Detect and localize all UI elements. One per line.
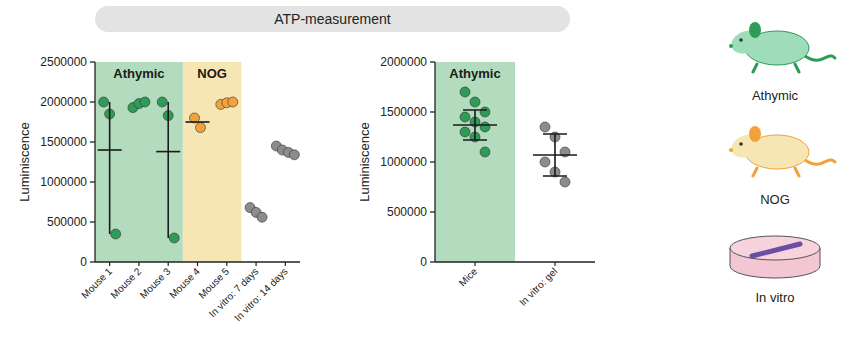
- petri-dish-icon: [730, 236, 820, 278]
- data-point: [228, 97, 238, 107]
- data-point: [480, 147, 490, 157]
- y-tick: [90, 141, 95, 142]
- x-tick: [168, 262, 169, 266]
- y-tick: [430, 261, 435, 262]
- x-tick: [474, 262, 475, 266]
- data-marks: [453, 87, 577, 187]
- mouse-nose: [729, 44, 733, 48]
- header-title: ATP-measurement: [274, 11, 391, 27]
- mouse-tail: [805, 160, 835, 164]
- x-tick-label: Mice: [457, 265, 480, 288]
- data-point: [140, 97, 150, 107]
- error-bar: [167, 102, 169, 238]
- x-tick: [226, 262, 227, 266]
- y-tick-label: 2500000: [40, 55, 87, 69]
- x-tick-label: Mouse 2: [108, 265, 143, 300]
- region-label: Athymic: [449, 66, 500, 81]
- data-point: [460, 87, 470, 97]
- error-bar: [109, 102, 111, 234]
- data-point: [99, 97, 109, 107]
- region-shade: [183, 62, 242, 262]
- error-bar: [543, 134, 567, 176]
- dish-top: [730, 236, 820, 260]
- region-shade: [95, 62, 183, 262]
- x-tick-label: In vitro: 7 days: [207, 266, 261, 320]
- y-tick-label: 1500000: [380, 105, 427, 119]
- data-point: [470, 97, 480, 107]
- mouse-tail: [805, 56, 835, 60]
- y-tick: [430, 161, 435, 162]
- mouse-eye: [739, 142, 743, 146]
- mouse-eye: [739, 38, 743, 42]
- mean-line: [186, 121, 210, 123]
- y-tick-label: 500000: [47, 215, 87, 229]
- x-tick-label: In vitro: 14 days: [232, 266, 290, 324]
- x-tick-label: Mouse 1: [79, 265, 114, 300]
- x-tick: [554, 262, 555, 266]
- y-tick-label: 2000000: [40, 95, 87, 109]
- data-point: [169, 233, 179, 243]
- data-point: [480, 107, 490, 117]
- x-tick-label: Mouse 3: [138, 265, 173, 300]
- region-shade: [435, 62, 515, 262]
- y-tick-label: 1000000: [380, 155, 427, 169]
- mouse-ear: [749, 22, 761, 38]
- x-tick-label: In vitro: gel: [517, 266, 559, 308]
- y-tick: [90, 61, 95, 62]
- x-tick: [109, 262, 110, 266]
- panel: Athymic NOG 0 500000 1000000 1500000 2000000 25…: [17, 55, 300, 323]
- x-tick: [285, 262, 286, 266]
- y-axis-title: Luminiscence: [17, 122, 32, 202]
- y-tick: [430, 61, 435, 62]
- data-point: [540, 122, 550, 132]
- y-tick-label: 0: [420, 255, 427, 269]
- y-tick-label: 2000000: [380, 55, 427, 69]
- data-point: [257, 212, 267, 222]
- data-point: [289, 150, 299, 160]
- y-axis: [94, 62, 95, 262]
- icon-label: Athymic: [752, 88, 799, 103]
- gel-strip: [752, 244, 800, 256]
- y-axis-title: Luminiscence: [357, 122, 372, 202]
- icon-label: In vitro: [755, 290, 794, 305]
- data-point: [111, 229, 121, 239]
- icons: Athymic NOG In vitro: [728, 22, 835, 305]
- y-tick: [90, 101, 95, 102]
- mouse-icon: [728, 22, 835, 72]
- data-point: [460, 127, 470, 137]
- mouse-ear: [749, 126, 761, 142]
- mouse-icon: [728, 126, 835, 176]
- x-tick: [138, 262, 139, 266]
- panel: Athymic 0 500000 1000000 1500000 2000000 Lumin…: [357, 55, 595, 308]
- icon-label: NOG: [760, 192, 790, 207]
- region-label: NOG: [197, 66, 227, 81]
- y-tick: [430, 111, 435, 112]
- y-tick-label: 500000: [387, 205, 427, 219]
- y-tick: [430, 211, 435, 212]
- y-tick-label: 1000000: [40, 175, 87, 189]
- x-tick-label: Mouse 4: [167, 265, 202, 300]
- y-tick: [90, 221, 95, 222]
- data-point: [157, 97, 167, 107]
- y-tick-label: 1500000: [40, 135, 87, 149]
- error-bar: [463, 110, 487, 140]
- y-tick: [90, 181, 95, 182]
- data-marks: [98, 97, 300, 243]
- x-tick: [255, 262, 256, 266]
- data-point: [560, 177, 570, 187]
- region-label: Athymic: [113, 66, 164, 81]
- x-tick: [197, 262, 198, 266]
- data-point: [540, 157, 550, 167]
- data-point: [196, 123, 206, 133]
- y-tick-label: 0: [80, 255, 87, 269]
- x-axis: [435, 261, 595, 262]
- mouse-nose: [729, 148, 733, 152]
- y-tick: [90, 261, 95, 262]
- figure: ATP-measurement Athymic NOG 0 500000 1000000 1…: [0, 0, 866, 347]
- header-bar: [95, 6, 570, 32]
- data-point: [460, 112, 470, 122]
- data-point: [480, 122, 490, 132]
